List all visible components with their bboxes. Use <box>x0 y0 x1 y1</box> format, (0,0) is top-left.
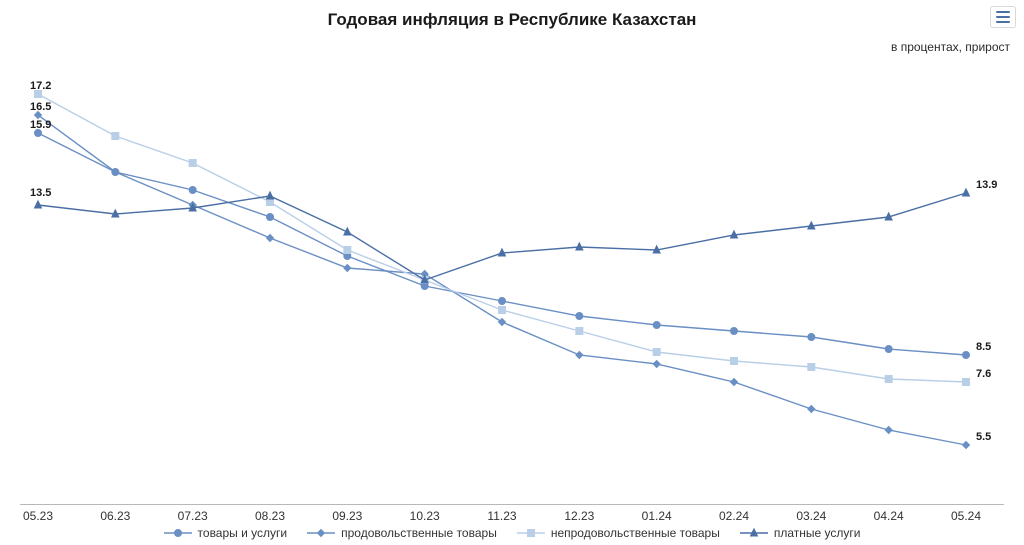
inflation-chart: Годовая инфляция в Республике Казахстан … <box>0 0 1024 545</box>
series-marker-food[interactable] <box>653 361 660 368</box>
x-axis-line <box>20 504 1004 505</box>
series-marker-nonfood[interactable] <box>963 379 970 386</box>
legend-label: непродовольственные товары <box>551 526 720 540</box>
legend-symbol <box>164 526 192 540</box>
plot-svg <box>20 70 1004 490</box>
series-marker-nonfood[interactable] <box>576 328 583 335</box>
series-marker-nonfood[interactable] <box>267 199 274 206</box>
legend-label: товары и услуги <box>198 526 288 540</box>
x-tick-label: 06.23 <box>100 509 130 523</box>
legend: товары и услуги продовольственные товары н… <box>0 526 1024 543</box>
chart-menu-button[interactable] <box>990 6 1016 28</box>
x-tick-label: 01.24 <box>642 509 672 523</box>
series-marker-goods_services[interactable] <box>267 214 274 221</box>
legend-symbol <box>517 526 545 540</box>
x-tick-label: 08.23 <box>255 509 285 523</box>
legend-symbol <box>740 526 768 540</box>
series-marker-services[interactable] <box>267 192 274 199</box>
x-tick-label: 04.24 <box>874 509 904 523</box>
series-marker-food[interactable] <box>808 406 815 413</box>
series-marker-nonfood[interactable] <box>731 358 738 365</box>
series-marker-nonfood[interactable] <box>499 307 506 314</box>
menu-icon <box>996 11 1010 13</box>
series-marker-food[interactable] <box>267 235 274 242</box>
x-tick-label: 02.24 <box>719 509 749 523</box>
chart-subtitle: в процентах, прирост <box>891 40 1010 54</box>
series-marker-food[interactable] <box>885 427 892 434</box>
plot-area <box>20 70 1004 490</box>
legend-label: платные услуги <box>774 526 861 540</box>
x-tick-label: 05.23 <box>23 509 53 523</box>
value-label: 5.5 <box>976 431 991 443</box>
x-tick-label: 03.24 <box>796 509 826 523</box>
legend-item-food[interactable]: продовольственные товары <box>307 526 497 540</box>
series-marker-food[interactable] <box>963 442 970 449</box>
value-label: 13.5 <box>30 187 51 199</box>
x-tick-label: 09.23 <box>332 509 362 523</box>
value-label: 15.9 <box>30 119 51 131</box>
series-marker-nonfood[interactable] <box>189 160 196 167</box>
series-marker-goods_services[interactable] <box>963 352 970 359</box>
value-label: 17.2 <box>30 80 51 92</box>
value-label: 16.5 <box>30 101 51 113</box>
series-marker-goods_services[interactable] <box>808 334 815 341</box>
value-label: 8.5 <box>976 341 991 353</box>
series-marker-nonfood[interactable] <box>808 364 815 371</box>
series-line-food <box>38 115 966 445</box>
x-tick-label: 05.24 <box>951 509 981 523</box>
x-tick-label: 10.23 <box>410 509 440 523</box>
series-marker-food[interactable] <box>576 352 583 359</box>
series-marker-services[interactable] <box>963 189 970 196</box>
series-marker-goods_services[interactable] <box>499 298 506 305</box>
legend-item-goods_services[interactable]: товары и услуги <box>164 526 288 540</box>
series-marker-goods_services[interactable] <box>731 328 738 335</box>
series-marker-food[interactable] <box>731 379 738 386</box>
legend-label: продовольственные товары <box>341 526 497 540</box>
series-marker-nonfood[interactable] <box>653 349 660 356</box>
value-label: 7.6 <box>976 368 991 380</box>
series-marker-nonfood[interactable] <box>885 376 892 383</box>
series-marker-services[interactable] <box>35 201 42 208</box>
chart-title: Годовая инфляция в Республике Казахстан <box>0 10 1024 30</box>
x-tick-label: 11.23 <box>487 509 516 523</box>
x-tick-label: 12.23 <box>564 509 594 523</box>
value-label: 13.9 <box>976 179 997 191</box>
series-marker-services[interactable] <box>576 243 583 250</box>
x-tick-label: 07.23 <box>178 509 208 523</box>
series-marker-goods_services[interactable] <box>653 322 660 329</box>
legend-symbol <box>307 526 335 540</box>
series-marker-nonfood[interactable] <box>344 247 351 254</box>
legend-item-services[interactable]: платные услуги <box>740 526 861 540</box>
series-line-services <box>38 193 966 280</box>
series-marker-food[interactable] <box>499 319 506 326</box>
x-axis-labels: 05.23 06.23 07.23 08.23 09.23 10.23 11.23 12.23… <box>20 509 1004 527</box>
series-marker-goods_services[interactable] <box>189 187 196 194</box>
series-marker-goods_services[interactable] <box>885 346 892 353</box>
series-marker-nonfood[interactable] <box>112 133 119 140</box>
series-marker-goods_services[interactable] <box>576 313 583 320</box>
series-marker-food[interactable] <box>344 265 351 272</box>
legend-item-nonfood[interactable]: непродовольственные товары <box>517 526 720 540</box>
